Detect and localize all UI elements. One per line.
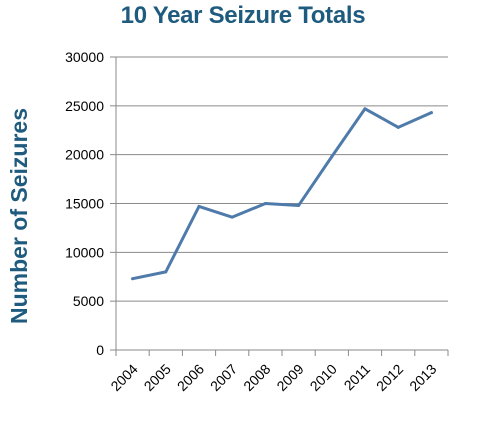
data-point — [330, 155, 334, 159]
y-tick-label: 0 — [96, 342, 104, 358]
data-point — [131, 277, 135, 281]
y-tick-label: 30000 — [65, 49, 104, 65]
data-point — [363, 107, 367, 111]
axes — [110, 56, 449, 356]
x-tick-label: 2008 — [240, 361, 273, 394]
x-tick-label: 2004 — [107, 361, 140, 394]
data-point — [396, 125, 400, 129]
data-point — [429, 111, 433, 115]
data-point — [263, 202, 267, 205]
x-tick-label: 2009 — [273, 361, 306, 394]
y-axis-title: Number of Seizures — [6, 108, 32, 324]
x-tick-label: 2005 — [141, 361, 174, 394]
y-tick-label: 25000 — [65, 98, 104, 114]
series-line — [131, 107, 433, 281]
y-tick-label: 20000 — [65, 147, 104, 163]
data-point — [164, 270, 168, 274]
chart-title: 10 Year Seizure Totals — [120, 2, 366, 29]
x-tick-label: 2006 — [174, 361, 207, 394]
x-tick-label: 2007 — [207, 361, 240, 394]
data-point — [197, 204, 201, 208]
y-tick-label: 10000 — [65, 244, 104, 260]
data-point — [230, 215, 234, 219]
x-tick-label: 2013 — [406, 361, 439, 394]
x-tick-labels: 2004 2005 2006 2007 2008 2009 2010 2011 2012 2013 — [107, 361, 439, 394]
y-tick-label: 5000 — [73, 293, 104, 309]
data-point — [297, 203, 301, 207]
x-tick-label: 2012 — [373, 361, 406, 394]
data-series — [131, 107, 433, 281]
x-tick-label: 2010 — [307, 361, 340, 394]
y-tick-labels: 0 5000 10000 15000 20000 25000 30000 — [65, 49, 104, 358]
y-tick-label: 15000 — [65, 196, 104, 212]
x-tick-label: 2011 — [341, 361, 374, 394]
gridlines — [116, 56, 448, 302]
